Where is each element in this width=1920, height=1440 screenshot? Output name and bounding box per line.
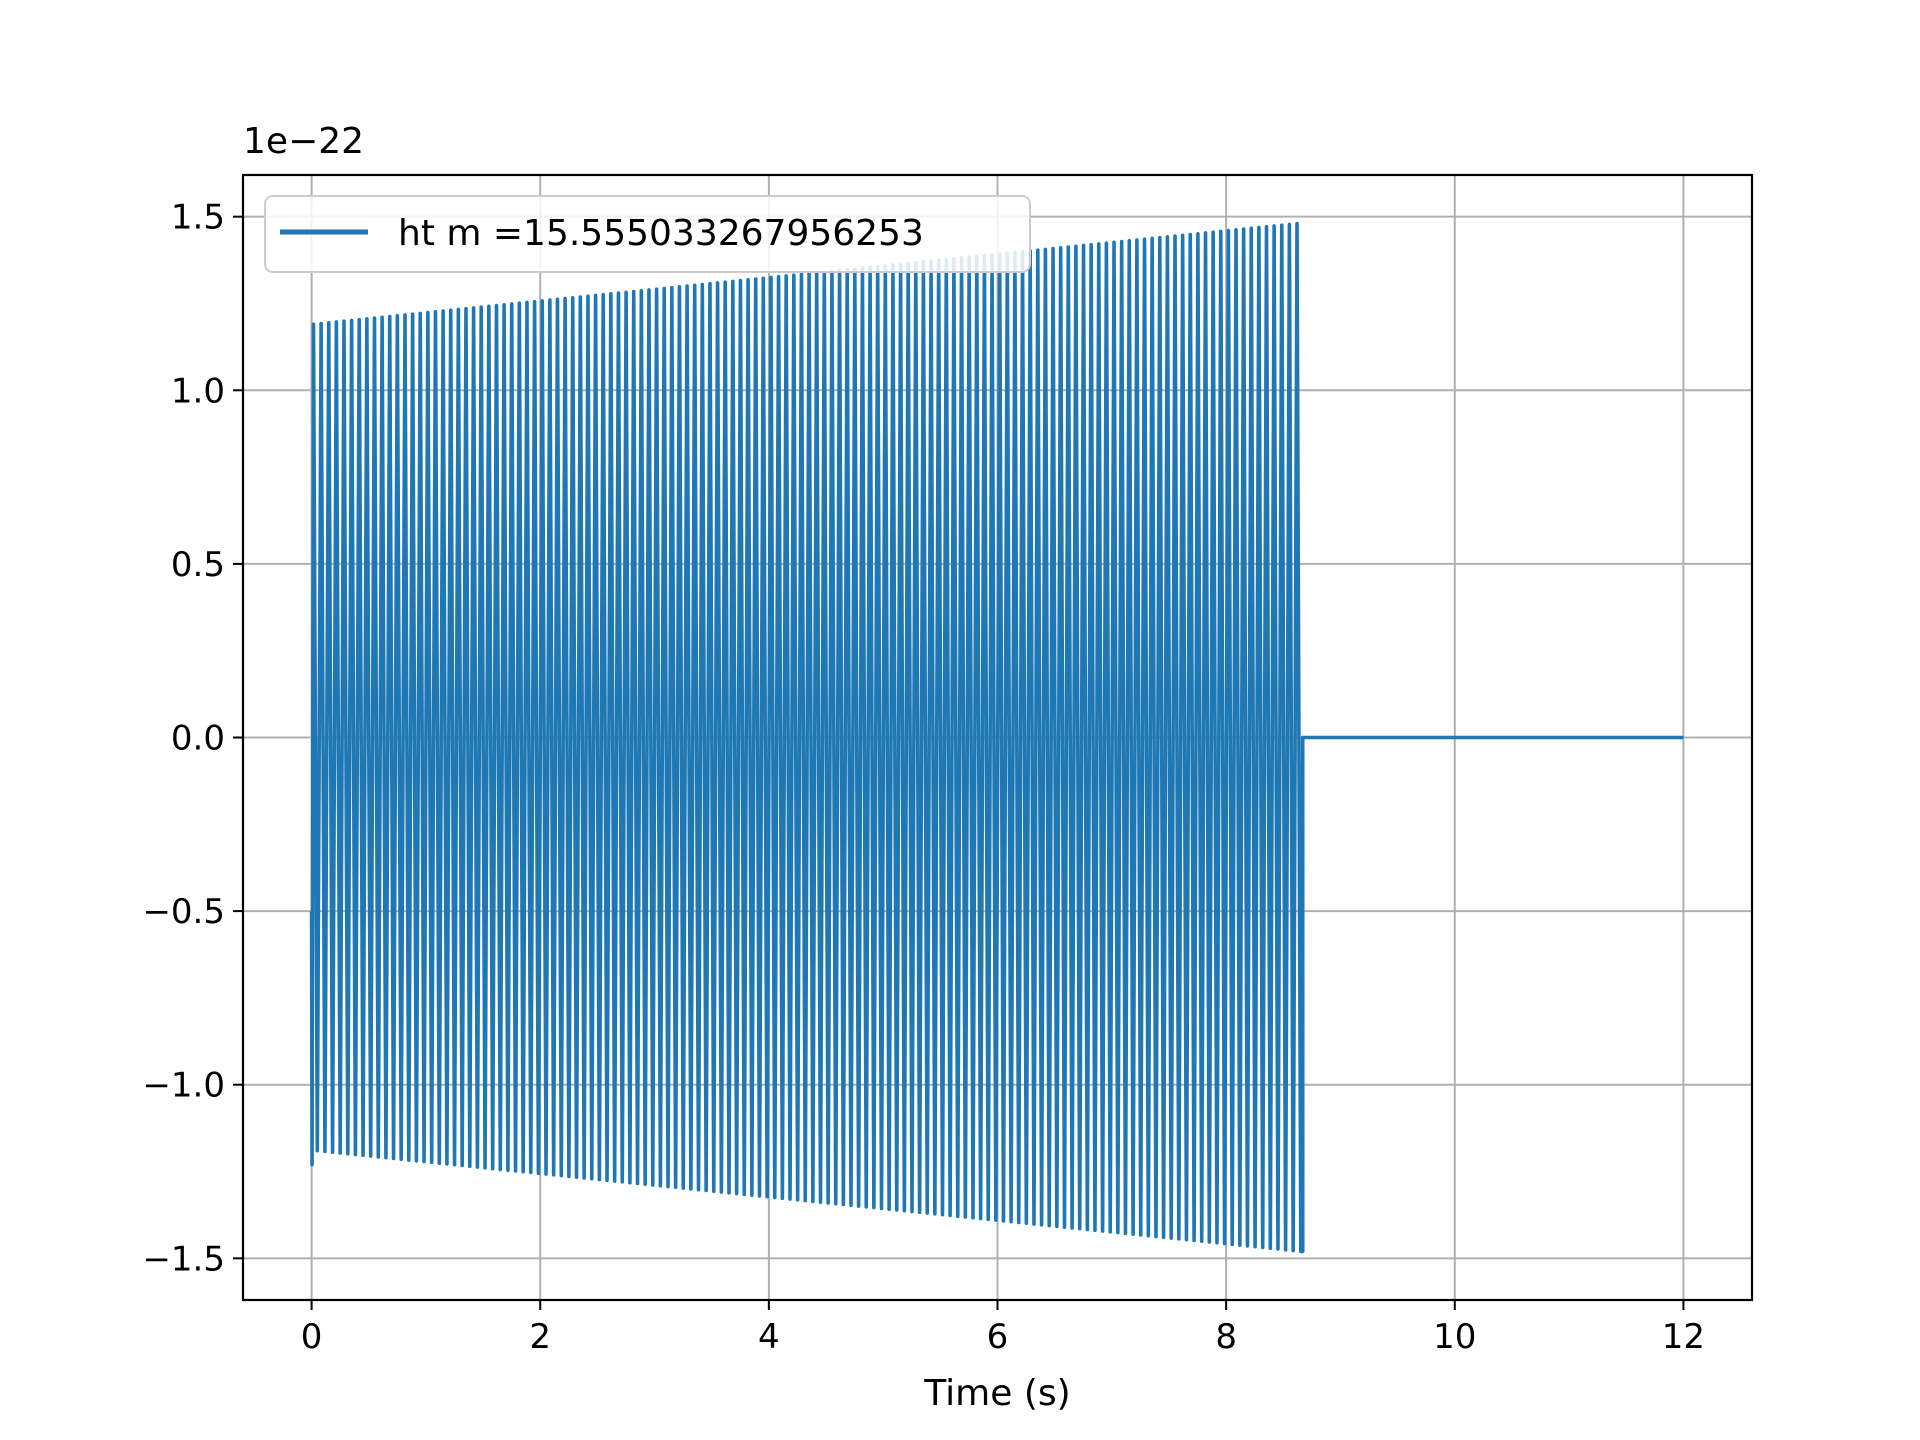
y-tick-label: −0.5 <box>142 892 225 932</box>
legend-box <box>264 195 1031 273</box>
legend: ht m =15.555033267956253 <box>264 195 1031 273</box>
y-axis: −1.5 −1.0 −0.5 0.0 0.5 1.0 1.5 <box>142 198 243 1279</box>
x-axis-label: Time (s) <box>923 1373 1070 1414</box>
x-tick-label: 8 <box>1215 1317 1237 1357</box>
x-tick-label: 2 <box>529 1317 551 1357</box>
y-tick-label: 1.5 <box>171 198 225 238</box>
x-tick-label: 12 <box>1662 1317 1705 1357</box>
legend-label: ht m =15.555033267956253 <box>398 213 924 254</box>
y-tick-label: 0.0 <box>171 719 225 759</box>
x-tick-label: 6 <box>987 1317 1009 1357</box>
x-tick-label: 0 <box>301 1317 323 1357</box>
y-offset-text: 1e−22 <box>243 121 364 162</box>
x-tick-label: 4 <box>758 1317 780 1357</box>
series-line-0 <box>309 221 1684 1254</box>
y-tick-label: −1.5 <box>142 1239 225 1279</box>
series-layer <box>309 221 1684 1254</box>
x-tick-label: 10 <box>1433 1317 1476 1357</box>
y-tick-label: −1.0 <box>142 1066 225 1106</box>
y-tick-label: 1.0 <box>171 371 225 411</box>
x-axis: 0 2 4 6 8 10 12 <box>301 1300 1705 1357</box>
y-tick-label: 0.5 <box>171 545 225 585</box>
